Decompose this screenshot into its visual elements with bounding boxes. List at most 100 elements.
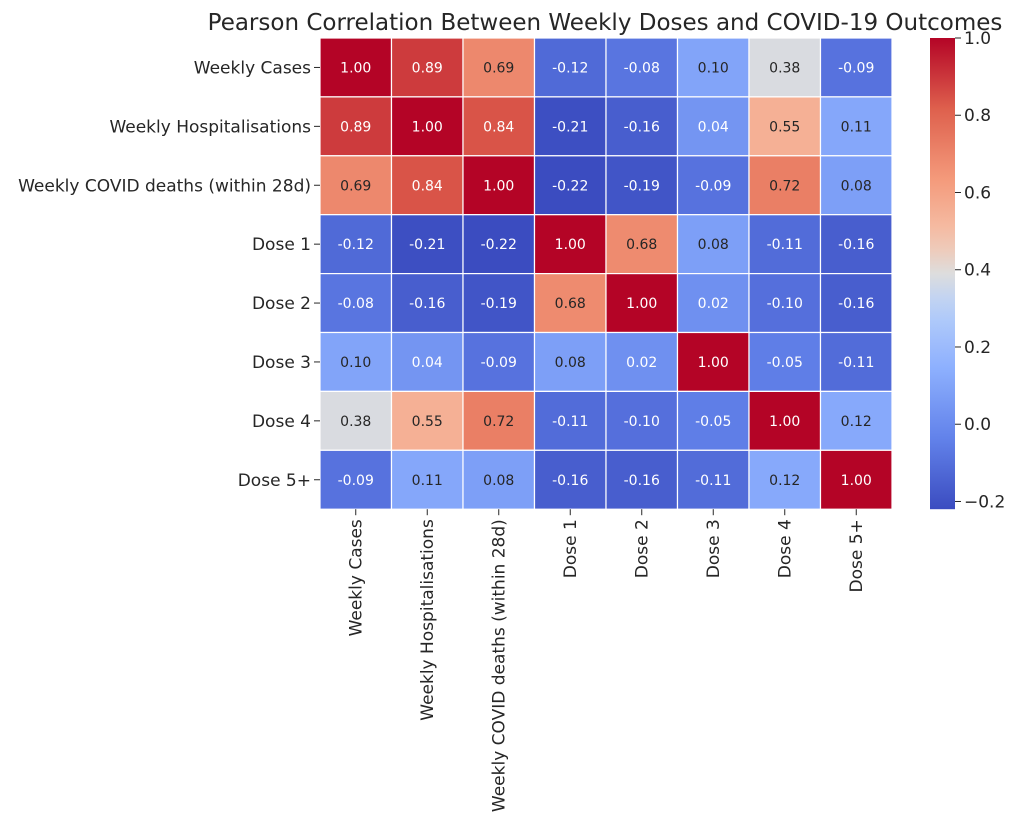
heatmap-cell (462, 155, 536, 216)
heatmap-cell (819, 96, 893, 157)
heatmap-cell (390, 37, 464, 98)
heatmap-cells (319, 37, 893, 510)
x-tick-label: Dose 5+ (847, 519, 867, 592)
x-axis-labels: Weekly Cases Weekly Hospitalisations Weekl… (347, 509, 867, 812)
y-tick-label: Dose 4 (252, 412, 311, 432)
cell-value-label: -0.12 (338, 237, 374, 253)
heatmap-cell (319, 390, 393, 451)
cell-value-label: -0.09 (481, 355, 517, 371)
cell-value-label: -0.10 (767, 296, 803, 312)
y-tick-label: Dose 5+ (238, 471, 311, 491)
heatmap-cell (462, 214, 536, 275)
heatmap-cell (676, 390, 750, 451)
colorbar-tick-label: −0.2 (964, 492, 1005, 512)
cell-value-label: -0.16 (624, 473, 660, 489)
heatmap-cell (676, 96, 750, 157)
cell-value-label: 0.08 (698, 237, 729, 253)
colorbar-tick-label: 0.2 (964, 338, 991, 358)
y-tick-label: Weekly COVID deaths (within 28d) (18, 176, 311, 196)
heatmap-cell (533, 273, 607, 334)
heatmap-cell (748, 214, 822, 275)
y-axis-labels: Weekly Cases Weekly Hospitalisations Weekl… (18, 58, 320, 491)
cell-value-label: 0.72 (769, 178, 800, 194)
heatmap-cell (605, 331, 679, 393)
colorbar-tick-label: 0.0 (964, 415, 991, 435)
heatmap-cell (605, 273, 679, 334)
cell-value-label: 0.72 (483, 414, 514, 430)
cell-value-label: 0.02 (626, 355, 657, 371)
cell-value-label: 1.00 (483, 178, 514, 194)
heatmap-cell (462, 331, 536, 393)
heatmap-cell (462, 449, 536, 510)
cell-value-label: 0.04 (698, 119, 729, 135)
cell-value-label: -0.09 (338, 473, 374, 489)
heatmap-cell (462, 37, 536, 98)
colorbar-tick-label: 0.8 (964, 106, 991, 126)
x-tick-label: Weekly Cases (347, 519, 367, 636)
y-tick-label: Dose 2 (252, 294, 311, 314)
heatmap-cell (319, 37, 393, 98)
cell-value-label: 0.10 (340, 355, 371, 371)
cell-value-label: 0.69 (340, 178, 371, 194)
cell-value-label: -0.10 (624, 414, 660, 430)
heatmap-cell (390, 390, 464, 451)
cell-value-label: -0.05 (767, 355, 803, 371)
heatmap-cell (748, 273, 822, 334)
heatmap-cell (676, 37, 750, 98)
cell-value-label: -0.11 (838, 355, 874, 371)
cell-value-label: 1.00 (340, 60, 371, 76)
x-tick-label: Weekly COVID deaths (within 28d) (490, 519, 510, 812)
cell-value-label: 1.00 (626, 296, 657, 312)
cell-value-label: -0.09 (838, 60, 874, 76)
cell-value-label: 1.00 (555, 237, 586, 253)
colorbar: 1.0 0.8 0.6 0.4 0.2 0.0 −0.2 (930, 29, 1005, 512)
heatmap-cell (390, 331, 464, 393)
heatmap-cell (319, 214, 393, 275)
cell-value-label: -0.21 (552, 119, 588, 135)
heatmap-cell (819, 155, 893, 216)
cell-value-label: 1.00 (412, 119, 443, 135)
heatmap-cell (748, 331, 822, 393)
y-tick-label: Dose 3 (252, 353, 311, 373)
heatmap-cell (533, 96, 607, 157)
heatmap-cell (676, 155, 750, 216)
cell-value-label: -0.11 (767, 237, 803, 253)
y-tick-label: Dose 1 (252, 235, 311, 255)
cell-value-label: 0.69 (483, 60, 514, 76)
cell-value-label: 0.08 (555, 355, 586, 371)
cell-value-label: -0.11 (695, 473, 731, 489)
cell-value-label: 0.12 (841, 414, 872, 430)
heatmap-cell (605, 214, 679, 275)
heatmap-cell (676, 449, 750, 510)
cell-value-label: 0.55 (769, 119, 800, 135)
cell-value-label: 0.04 (412, 355, 443, 371)
x-tick-label: Dose 1 (561, 519, 581, 578)
cell-value-label: 0.08 (841, 178, 872, 194)
heatmap-cell (819, 273, 893, 334)
chart-title: Pearson Correlation Between Weekly Doses… (208, 10, 1003, 36)
cell-value-label: 0.38 (340, 414, 371, 430)
x-tick-label: Dose 4 (776, 519, 796, 578)
cell-value-label: 1.00 (698, 355, 729, 371)
heatmap-cell (533, 155, 607, 216)
cell-value-label: 0.10 (698, 60, 729, 76)
cell-value-label: 0.84 (483, 119, 514, 135)
cell-value-label: 0.02 (698, 296, 729, 312)
colorbar-tick-label: 1.0 (964, 29, 991, 49)
heatmap-cell (748, 155, 822, 216)
cell-value-label: 0.11 (412, 473, 443, 489)
heatmap-cell (462, 390, 536, 451)
heatmap-cell (819, 390, 893, 451)
heatmap-cell (533, 214, 607, 275)
y-tick-label: Weekly Cases (194, 58, 311, 78)
heatmap-cell (605, 155, 679, 216)
cell-value-label: 0.84 (412, 178, 443, 194)
cell-value-label: -0.22 (552, 178, 588, 194)
cell-value-label: -0.09 (695, 178, 731, 194)
cell-value-label: -0.08 (624, 60, 660, 76)
heatmap-cell (533, 449, 607, 510)
heatmap-cell (605, 390, 679, 451)
cell-value-label: -0.22 (481, 237, 517, 253)
heatmap-cell (390, 155, 464, 216)
